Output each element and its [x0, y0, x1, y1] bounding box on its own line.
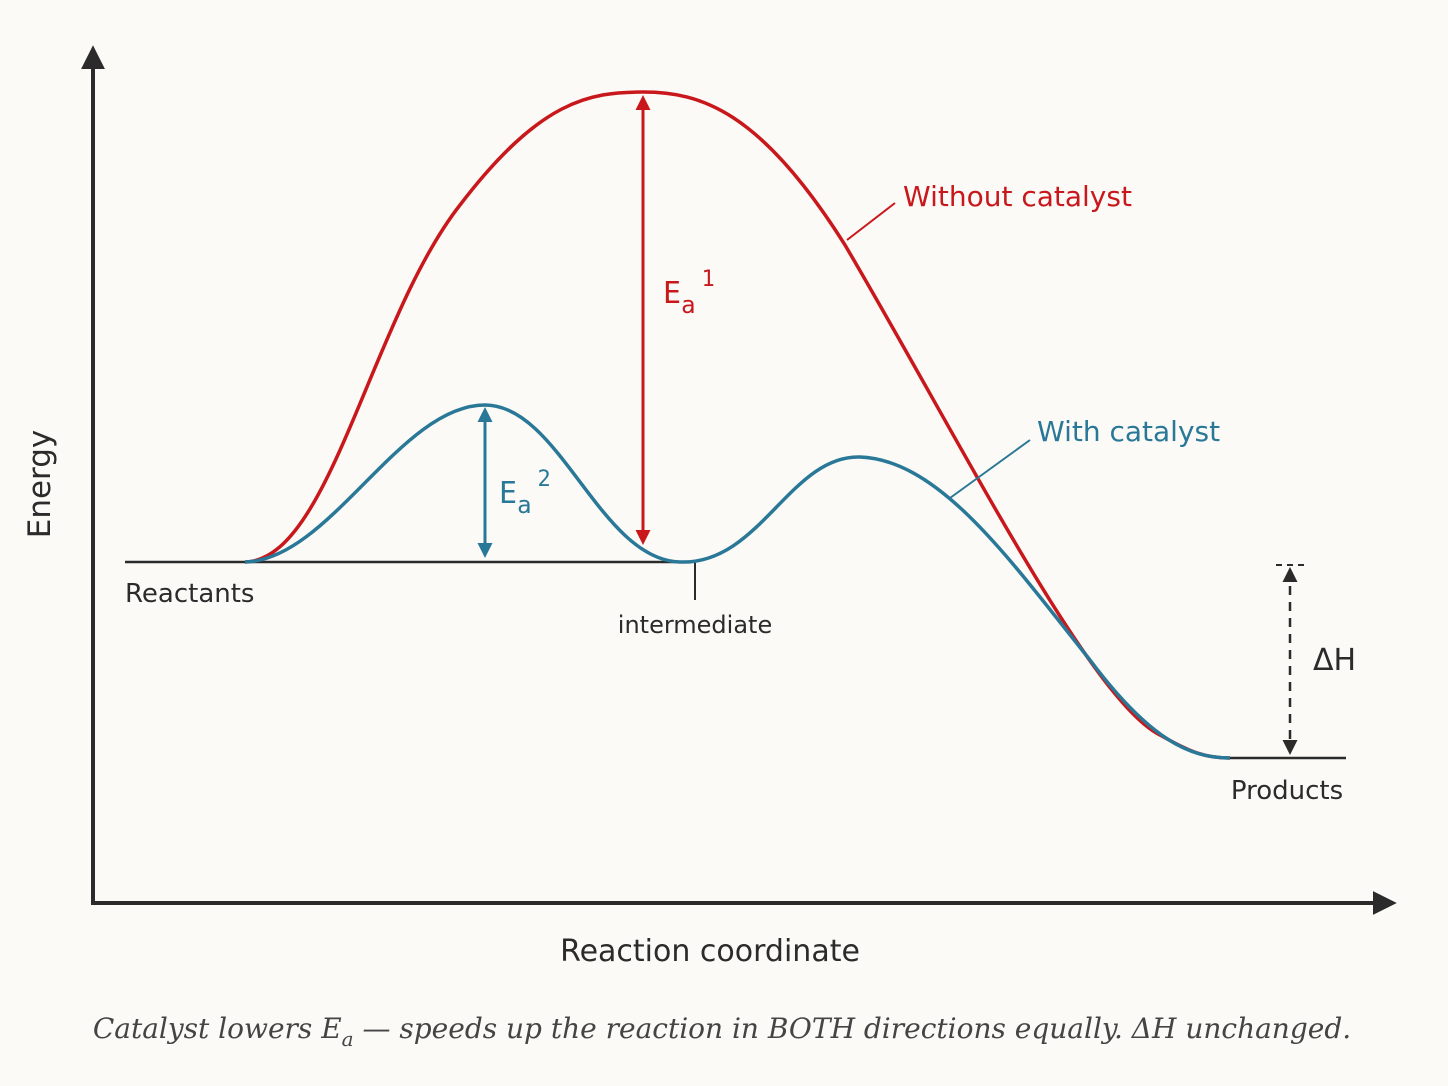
caption-part1: Catalyst lowers E — [93, 1012, 342, 1045]
ea2-label: Ea2 — [499, 467, 551, 519]
ea1-base: E — [663, 276, 681, 311]
ea1-label: Ea1 — [663, 267, 715, 319]
catalyzed-leader-line — [949, 439, 1031, 499]
ea2-superscript: 2 — [538, 467, 551, 492]
intermediate-label: intermediate — [618, 611, 772, 639]
x-axis-label: Reaction coordinate — [560, 934, 860, 969]
uncatalyzed-leader-line — [846, 202, 896, 241]
uncatalyzed-label: Without catalyst — [903, 180, 1132, 213]
ea1-subscript: a — [681, 291, 695, 319]
ea1-superscript: 1 — [702, 267, 715, 292]
y-axis-label: Energy — [22, 430, 58, 539]
caption: Catalyst lowers Ea — speeds up the react… — [93, 1012, 1351, 1051]
ea2-subscript: a — [517, 491, 531, 519]
caption-part2: — speeds up the reaction in BOTH directi… — [354, 1012, 1352, 1045]
ea2-base: E — [499, 476, 517, 511]
delta-h-label: ΔH — [1313, 643, 1356, 678]
products-label: Products — [1231, 776, 1343, 806]
catalyzed-label: With catalyst — [1037, 415, 1220, 448]
reactants-label: Reactants — [125, 579, 254, 609]
caption-subscript: a — [342, 1027, 354, 1051]
catalyzed-curve — [244, 403, 1231, 760]
